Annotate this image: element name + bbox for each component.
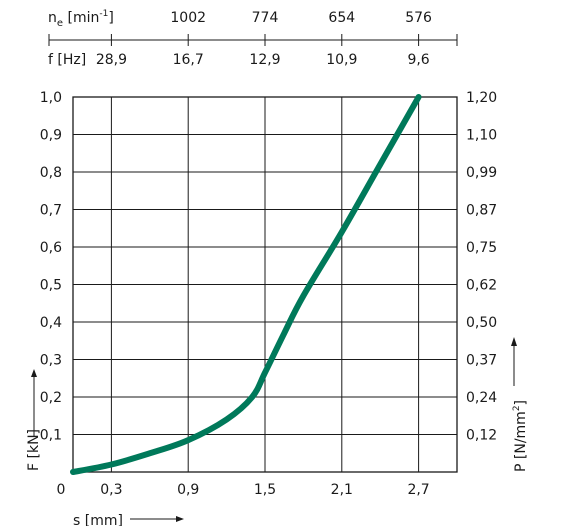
y2-tick-label: 0,50 — [466, 315, 497, 331]
f-value-label: 9,6 — [407, 52, 429, 68]
plot-frame — [72, 96, 458, 473]
y-axis-label: F [kN] — [26, 429, 42, 471]
y2-tick-label: 0,37 — [466, 353, 497, 369]
f-value-label: 10,9 — [326, 52, 357, 68]
f-value-label: 16,7 — [173, 52, 204, 68]
f-scale-label: f [Hz] — [48, 52, 86, 68]
x-tick-label: 0,9 — [177, 482, 199, 498]
ne-value-label: 576 — [405, 10, 432, 26]
x-axis-ticks: 0 0,3 0,9 1,5 2,1 2,7 — [57, 482, 430, 498]
y-axis-arrow — [31, 369, 37, 437]
x-tick-label: 0,3 — [100, 482, 122, 498]
y-tick-label: 0,1 — [40, 428, 62, 444]
y-tick-label: 0,7 — [40, 203, 62, 219]
x-axis-label: s [mm] — [73, 513, 123, 526]
x-tick-label: 2,7 — [407, 482, 429, 498]
y-tick-label: 0,9 — [40, 128, 62, 144]
y-tick-label: 0,6 — [40, 240, 62, 256]
grid — [73, 97, 457, 472]
y2-axis-arrow — [511, 337, 517, 386]
y2-tick-label: 0,75 — [466, 240, 497, 256]
ne-scale-label: ne [min-1] — [48, 9, 114, 29]
series-line — [70, 94, 422, 475]
y2-tick-label: 0,99 — [466, 165, 497, 181]
x-axis-arrow — [130, 516, 184, 522]
y2-axis-ticks: 0,12 0,24 0,37 0,50 0,62 0,75 0,87 0,99 1,10 1,20 — [466, 90, 497, 444]
y-tick-label: 0,3 — [40, 353, 62, 369]
x-tick-label: 0 — [57, 482, 66, 498]
x-tick-label: 1,5 — [254, 482, 276, 498]
f-value-label: 28,9 — [96, 52, 127, 68]
y-tick-label: 0,5 — [40, 278, 62, 294]
y2-axis-label: P [N/mm2] — [512, 400, 529, 472]
f-value-label: 12,9 — [249, 52, 280, 68]
frequency-scale: 1002 774 654 576 28,9 16,7 12,9 10,9 9,6 — [48, 10, 458, 68]
y-axis-ticks: 0,1 0,2 0,3 0,4 0,5 0,6 0,7 0,8 0,9 1,0 — [40, 90, 62, 444]
ne-value-label: 774 — [252, 10, 279, 26]
ne-value-label: 654 — [328, 10, 355, 26]
y2-tick-label: 0,62 — [466, 278, 497, 294]
y2-tick-label: 0,12 — [466, 428, 497, 444]
y-tick-label: 0,8 — [40, 165, 62, 181]
y-tick-label: 0,4 — [40, 315, 62, 331]
y2-tick-label: 1,20 — [466, 90, 497, 106]
ne-value-label: 1002 — [170, 10, 206, 26]
y2-tick-label: 0,24 — [466, 390, 497, 406]
x-tick-label: 2,1 — [331, 482, 353, 498]
y-tick-label: 1,0 — [40, 90, 62, 106]
y-tick-label: 0,2 — [40, 390, 62, 406]
y2-tick-label: 0,87 — [466, 203, 497, 219]
y2-tick-label: 1,10 — [466, 128, 497, 144]
